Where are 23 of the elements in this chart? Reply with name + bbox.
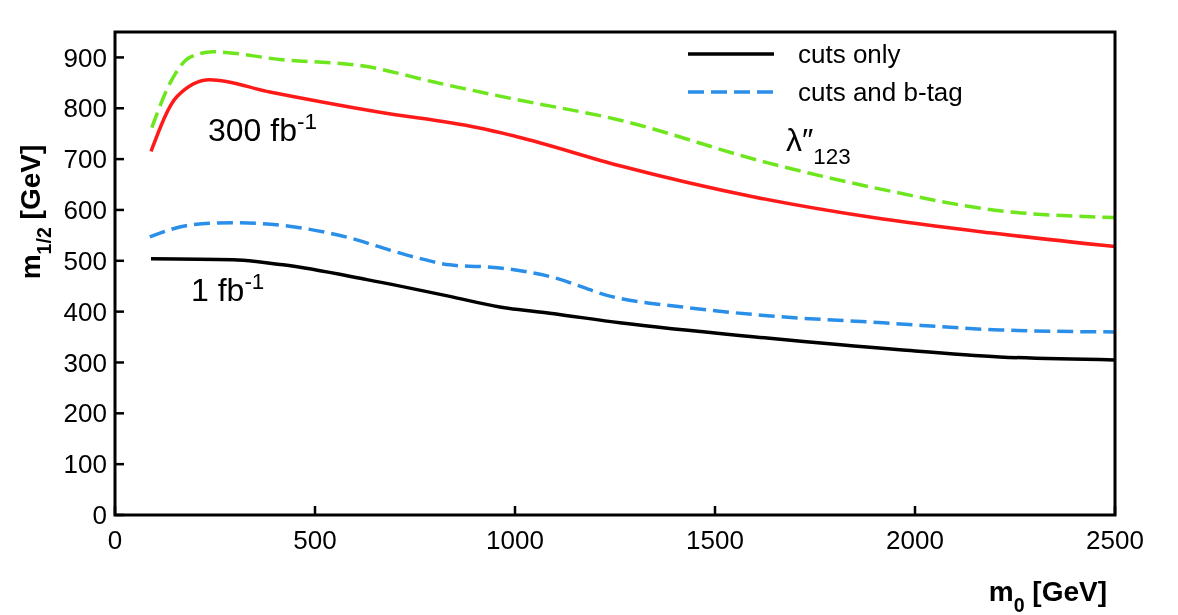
y-tick-label: 500 [63,245,107,276]
y-tick-label: 200 [63,398,107,429]
annotation: λ″$_{123}$ [786,122,851,169]
x-axis-title: m$_{0}$ [GeV] [988,576,1107,615]
y-tick-label: 0 [92,500,107,531]
x-tick-label: 500 [293,525,337,555]
y-tick-label: 900 [63,42,107,73]
annotation: 300 fb$^{-1}$ [208,108,317,149]
annotation: 1 fb$^{-1}$ [191,268,265,309]
y-tick-label: 400 [63,296,107,327]
line-series [148,220,1117,334]
x-tick-label: 1500 [686,525,744,555]
x-tick-label: 1000 [486,525,544,555]
y-tick-label: 700 [63,144,107,175]
x-tick-label: 2500 [1086,525,1144,555]
y-tick-label: 100 [63,449,107,480]
y-tick-label: 300 [63,347,107,378]
x-tick-label: 2000 [886,525,944,555]
line-series [149,78,1117,249]
y-tick-label: 600 [63,195,107,226]
legend-label: cuts and b-tag [798,77,963,108]
legend-label: cuts only [798,39,901,70]
y-tick-label: 800 [63,93,107,124]
